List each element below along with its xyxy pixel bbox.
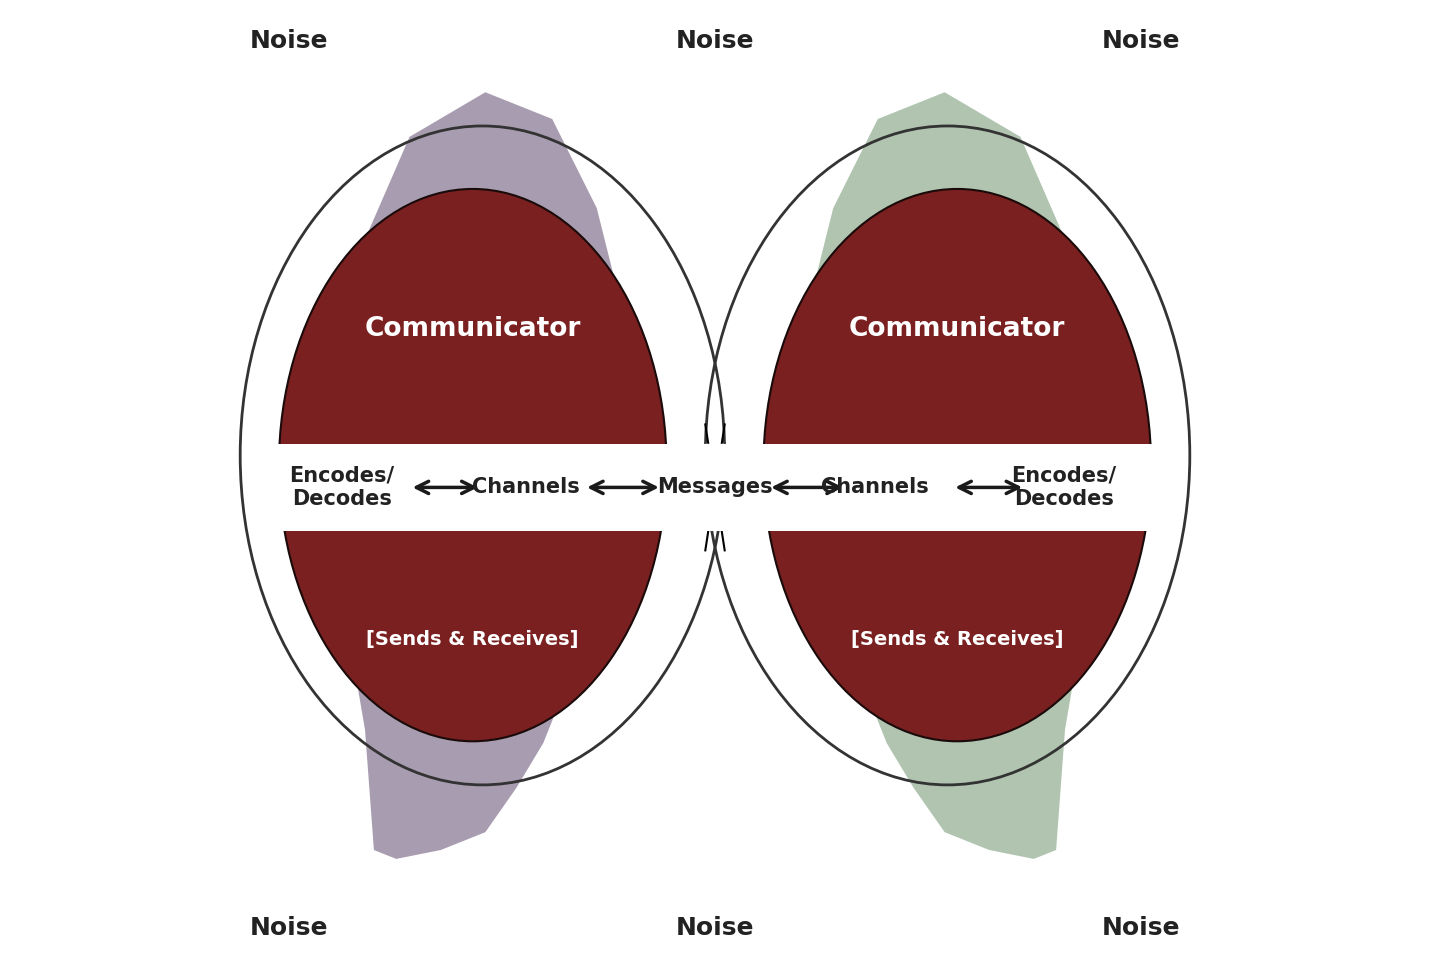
Polygon shape (705, 487, 725, 531)
Text: Channels: Channels (821, 478, 928, 497)
Text: Communicator: Communicator (849, 317, 1065, 342)
FancyBboxPatch shape (269, 444, 1161, 531)
FancyBboxPatch shape (269, 444, 1161, 531)
Text: Noise: Noise (1101, 916, 1180, 940)
Polygon shape (339, 92, 651, 859)
Ellipse shape (279, 189, 666, 741)
Text: [Sends & Receives]: [Sends & Receives] (366, 630, 579, 649)
Polygon shape (779, 92, 1091, 859)
Text: Encodes/
Decodes: Encodes/ Decodes (1011, 466, 1117, 509)
Text: [Sends & Receives]: [Sends & Receives] (851, 630, 1064, 649)
Ellipse shape (764, 189, 1151, 741)
Text: Noise: Noise (1101, 29, 1180, 53)
Text: Noise: Noise (676, 29, 754, 53)
Text: Noise: Noise (250, 916, 329, 940)
Text: Noise: Noise (250, 29, 329, 53)
Text: Encodes/
Decodes: Encodes/ Decodes (289, 466, 395, 509)
Text: Noise: Noise (676, 916, 754, 940)
Text: Channels: Channels (472, 478, 581, 497)
Text: Communicator: Communicator (365, 317, 581, 342)
Polygon shape (705, 444, 725, 487)
Text: Messages: Messages (658, 478, 772, 497)
